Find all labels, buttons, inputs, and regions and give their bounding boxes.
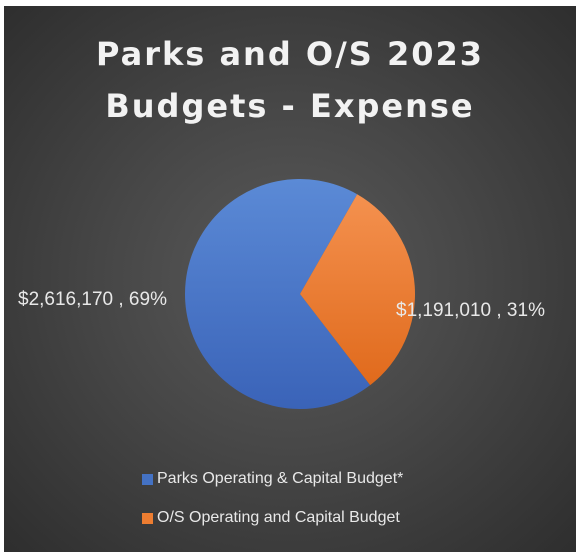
chart-title-line-2: Budgets - Expense xyxy=(105,87,475,125)
legend-label-os-operating: O/S Operating and Capital Budget xyxy=(157,509,400,526)
chart-title-line-1: Parks and O/S 2023 xyxy=(96,35,484,73)
data-label-parks-operating: $2,616,170 , 69% xyxy=(18,289,167,310)
pie-chart xyxy=(185,179,416,410)
legend-swatch-orange xyxy=(142,512,153,524)
legend-item-parks-operating: Parks Operating & Capital Budget* xyxy=(142,470,403,488)
legend-swatch-blue xyxy=(142,473,153,485)
pie-slice-parks-operating xyxy=(185,179,371,410)
chart-area: Parks and O/S 2023 Budgets - Expense $2,… xyxy=(4,6,576,552)
pie-slice-os-operating xyxy=(300,194,416,386)
legend-label-parks-operating: Parks Operating & Capital Budget* xyxy=(157,470,404,487)
data-label-os-operating: $1,191,010 , 31% xyxy=(396,300,545,321)
chart-title: Parks and O/S 2023 Budgets - Expense xyxy=(4,28,576,132)
legend-item-os-operating: O/S Operating and Capital Budget xyxy=(142,509,400,527)
